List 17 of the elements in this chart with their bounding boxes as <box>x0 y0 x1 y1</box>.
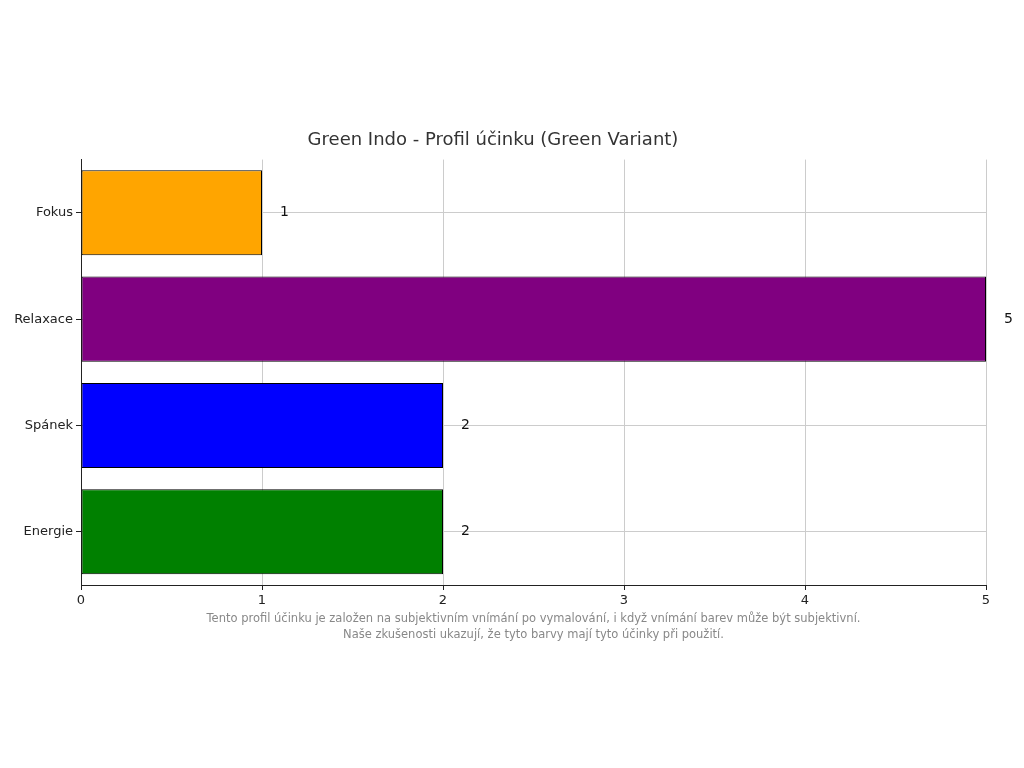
x-tick-label: 4 <box>800 592 810 608</box>
x-tick-label: 3 <box>619 592 629 608</box>
x-tick-label: 5 <box>981 592 991 608</box>
text: Tento profil účinku je založen na subjektivním vnímání po vymalování, i když vnímání barev může být subjektivní. <box>205 610 861 625</box>
data-label: 1 <box>280 203 289 220</box>
text: Naše zkušenosti ukazují, že tyto barvy mají tyto účinky při použití. <box>343 626 724 641</box>
data-label: 2 <box>461 416 470 433</box>
y-tick-label: Relaxace <box>14 310 73 326</box>
data-label: 5 <box>1004 309 1013 326</box>
y-tick-label: Spánek <box>24 416 74 432</box>
x-tick-label: 2 <box>438 592 448 608</box>
x-tick-label: 1 <box>257 592 267 608</box>
y-tick-label: Fokus <box>35 204 74 220</box>
y-tick-label: Energie <box>23 523 73 539</box>
data-label: 2 <box>461 522 470 539</box>
chart-title: Green Indo - Profil účinku (Green Variant) <box>307 128 679 150</box>
x-tick-label: 0 <box>76 592 86 608</box>
